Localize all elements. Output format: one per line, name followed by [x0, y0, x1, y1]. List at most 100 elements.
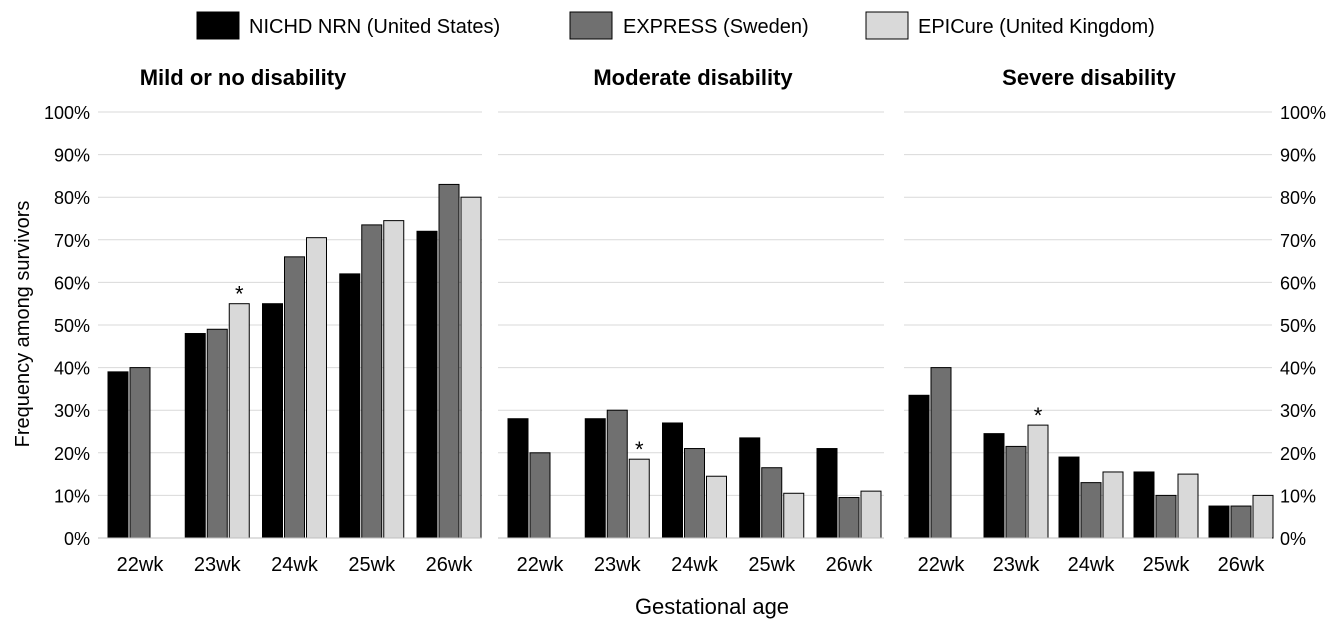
chart-panel: Mild or no disability 22wk 23wk 24wk 25wk 26w…	[98, 65, 482, 576]
significance-marker: *	[235, 282, 244, 307]
y-tick-label-right: 80%	[1280, 188, 1316, 208]
x-axis-title: Gestational age	[635, 594, 789, 619]
legend-swatch	[196, 11, 240, 40]
y-tick-label-right: 20%	[1280, 444, 1316, 464]
bar	[606, 409, 628, 539]
chart-panels: Mild or no disability 22wk 23wk 24wk 25wk 26w…	[98, 65, 1274, 576]
bar	[1080, 482, 1102, 539]
x-tick-label: 26wk	[426, 554, 474, 576]
bar	[706, 475, 727, 539]
legend-label: EPICure (United Kingdom)	[918, 16, 1155, 38]
bar	[1177, 473, 1199, 539]
bar	[628, 458, 650, 539]
x-tick-label: 23wk	[194, 554, 242, 576]
bar	[1058, 456, 1080, 539]
bar	[361, 224, 383, 539]
x-tick-label: 26wk	[1218, 554, 1266, 576]
y-tick-label-left: 100%	[44, 103, 90, 123]
panel-title: Severe disability	[1002, 65, 1176, 90]
bar	[262, 303, 283, 539]
x-tick-label: 26wk	[826, 554, 874, 576]
x-tick-label: 24wk	[671, 554, 719, 576]
bar	[1208, 505, 1230, 539]
panel-title: Moderate disability	[593, 65, 793, 90]
chart-panel: Severe disability 22wk 23wk 24wk 25wk 26wk *	[904, 65, 1274, 576]
y-tick-label-right: 50%	[1280, 316, 1316, 336]
bar	[584, 418, 606, 539]
y-tick-label-right: 70%	[1280, 231, 1316, 251]
y-tick-label-left: 0%	[64, 529, 90, 549]
y-tick-label-right: 30%	[1280, 401, 1316, 421]
bar	[783, 492, 805, 539]
bar	[507, 418, 529, 539]
x-tick-label: 23wk	[993, 554, 1041, 576]
panel-title: Mild or no disability	[140, 65, 347, 90]
significance-marker: *	[1034, 403, 1043, 428]
y-tick-label-left: 40%	[54, 359, 90, 379]
bar	[184, 333, 206, 539]
bar	[739, 437, 761, 539]
bar	[1005, 445, 1027, 539]
axes: Frequency among survivors Gestational ag…	[12, 103, 1326, 619]
significance-marker: *	[635, 437, 644, 462]
x-tick-label: 23wk	[594, 554, 642, 576]
bar	[1133, 471, 1155, 539]
bar	[1102, 471, 1124, 539]
legend-swatch	[865, 11, 909, 40]
bar	[1155, 494, 1177, 539]
x-tick-label: 24wk	[271, 554, 319, 576]
y-axis-title: Frequency among survivors	[12, 201, 34, 448]
bar	[129, 367, 151, 539]
chart-panel: Moderate disability 22wk 23wk 24wk 25wk 26wk *	[498, 65, 884, 576]
legend-swatch	[569, 11, 613, 40]
bar	[930, 367, 952, 539]
bar	[284, 256, 305, 539]
legend-label: EXPRESS (Sweden)	[623, 16, 809, 38]
x-tick-label: 25wk	[1143, 554, 1191, 576]
bar	[438, 183, 460, 539]
y-tick-label-right: 90%	[1280, 146, 1316, 166]
bar	[383, 220, 405, 539]
legend: NICHD NRN (United States) EXPRESS (Sweden…	[196, 11, 1155, 40]
legend-item: EXPRESS (Sweden)	[569, 11, 809, 40]
bar	[529, 452, 551, 539]
bar	[1252, 494, 1274, 539]
bar	[416, 230, 438, 539]
x-tick-label: 22wk	[517, 554, 565, 576]
bar	[684, 448, 705, 539]
x-tick-label: 22wk	[918, 554, 966, 576]
bar	[761, 467, 783, 539]
bar	[838, 497, 860, 539]
y-tick-label-left: 50%	[54, 316, 90, 336]
x-tick-label: 25wk	[748, 554, 796, 576]
y-tick-label-left: 20%	[54, 444, 90, 464]
bar	[1230, 505, 1252, 539]
bar	[1027, 424, 1049, 539]
legend-label: NICHD NRN (United States)	[249, 16, 500, 38]
y-tick-label-left: 60%	[54, 273, 90, 293]
y-tick-label-left: 30%	[54, 401, 90, 421]
bar	[460, 196, 482, 539]
bar	[107, 371, 129, 539]
y-tick-label-left: 90%	[54, 146, 90, 166]
gridlines	[98, 111, 1272, 496]
y-tick-label-left: 70%	[54, 231, 90, 251]
bar	[339, 273, 361, 539]
y-tick-label-right: 40%	[1280, 359, 1316, 379]
legend-item: NICHD NRN (United States)	[196, 11, 500, 40]
bar	[908, 394, 930, 539]
bar	[860, 490, 882, 539]
y-tick-label-left: 80%	[54, 188, 90, 208]
y-tick-label-left: 10%	[54, 486, 90, 506]
bar	[983, 433, 1005, 539]
x-tick-label: 22wk	[117, 554, 165, 576]
bar	[206, 328, 228, 539]
y-tick-label-right: 10%	[1280, 486, 1316, 506]
y-tick-label-right: 0%	[1280, 529, 1306, 549]
y-tick-label-right: 60%	[1280, 273, 1316, 293]
legend-item: EPICure (United Kingdom)	[865, 11, 1155, 40]
bar	[228, 303, 250, 539]
bar	[816, 448, 838, 539]
